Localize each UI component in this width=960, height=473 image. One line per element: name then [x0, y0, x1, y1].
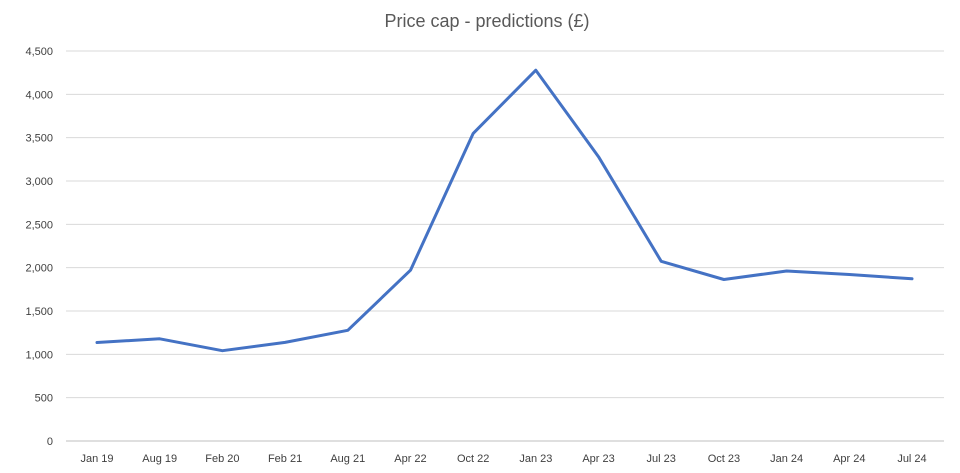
x-tick-label: Apr 22 — [394, 453, 426, 465]
x-tick-label: Jan 24 — [770, 453, 803, 465]
x-tick-label: Aug 21 — [330, 453, 365, 465]
x-tick-label: Jan 23 — [519, 453, 552, 465]
x-tick-label: Feb 21 — [268, 453, 302, 465]
y-tick-label: 500 — [35, 393, 53, 405]
series-line — [95, 68, 914, 353]
y-tick-label: 3,500 — [25, 133, 53, 145]
x-tick-label: Jul 23 — [647, 453, 676, 465]
data-point — [597, 155, 601, 159]
x-tick-label: Oct 23 — [708, 453, 740, 465]
data-point — [95, 340, 99, 344]
y-tick-label: 4,000 — [25, 89, 53, 101]
series-lines — [95, 68, 914, 353]
x-tick-label: Feb 20 — [205, 453, 239, 465]
y-tick-label: 2,000 — [25, 263, 53, 275]
chart-title: Price cap - predictions (£) — [384, 11, 589, 31]
data-point — [346, 328, 350, 332]
x-axis-tick-labels: Jan 19 Aug 19 Feb 20 Feb 21 Aug 21 Apr 22 Oct … — [80, 453, 926, 465]
data-point — [722, 278, 726, 282]
y-tick-label: 2,500 — [25, 219, 53, 231]
data-point — [659, 259, 663, 263]
data-point — [910, 277, 914, 281]
y-tick-label: 1,500 — [25, 306, 53, 318]
data-point — [471, 131, 475, 135]
y-tick-label: 3,000 — [25, 176, 53, 188]
data-point — [283, 340, 287, 344]
x-tick-label: Jul 24 — [897, 453, 926, 465]
x-tick-label: Apr 23 — [582, 453, 614, 465]
x-tick-label: Apr 24 — [833, 453, 865, 465]
x-tick-label: Aug 19 — [142, 453, 177, 465]
data-point — [408, 268, 412, 272]
y-axis-tick-labels: 0 500 1,000 1,500 2,000 2,500 3,000 3,500 4,000 4… — [25, 46, 53, 448]
y-tick-label: 4,500 — [25, 46, 53, 58]
y-tick-label: 0 — [47, 436, 53, 448]
x-tick-label: Jan 19 — [80, 453, 113, 465]
data-point — [534, 68, 538, 72]
data-point — [158, 337, 162, 341]
gridlines — [66, 50, 944, 399]
y-tick-label: 1,000 — [25, 349, 53, 361]
data-point — [847, 273, 851, 277]
data-point — [220, 349, 224, 353]
data-point — [785, 269, 789, 273]
x-tick-label: Oct 22 — [457, 453, 489, 465]
